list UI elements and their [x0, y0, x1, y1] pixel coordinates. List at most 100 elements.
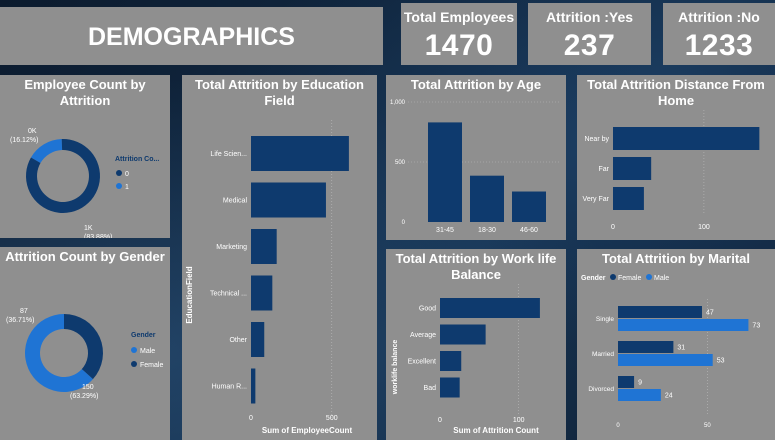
data-label: 53	[717, 358, 725, 365]
y-tick-label: Good	[419, 306, 436, 313]
legend-item-male[interactable]: Male	[140, 348, 155, 355]
employee-count-card[interactable]: Employee Count by Attrition 0 0K (16.12%…	[0, 75, 170, 238]
bar-female[interactable]	[618, 341, 674, 353]
kpi-attrition-yes: Attrition :Yes 237	[528, 3, 651, 65]
legend-swatch-0	[116, 170, 122, 176]
data-label: 47	[706, 310, 714, 317]
legend-swatch-male	[131, 347, 137, 353]
bar-male[interactable]	[618, 354, 713, 366]
education-chart-svg: 0 500 Life Scien... Medical Marketing Technic…	[185, 120, 353, 435]
donut-chart[interactable]	[25, 139, 100, 213]
legend-title: Gender	[581, 275, 606, 282]
y-axis-label: EducationField	[185, 266, 194, 323]
bar[interactable]	[440, 377, 460, 398]
kpi-label: Attrition :No	[678, 9, 760, 25]
y-tick-label: Medical	[223, 198, 248, 205]
y-tick-label: Human R...	[212, 384, 247, 391]
kpi-label: Attrition :Yes	[545, 9, 634, 25]
bar-female[interactable]	[618, 376, 635, 388]
card-title: Employee Count by Attrition	[24, 77, 146, 108]
kpi-value: 1470	[424, 29, 494, 62]
data-label: 31	[677, 345, 685, 352]
y-tick-label: Married	[592, 351, 614, 358]
bar[interactable]	[251, 275, 273, 311]
slice-label-large: 1K (83.88%)	[84, 225, 112, 238]
legend-item-female[interactable]: Female	[618, 275, 641, 282]
bar[interactable]	[440, 298, 540, 318]
data-label: 24	[665, 393, 673, 400]
donut-slice-Female[interactable]	[64, 314, 103, 380]
data-label: 9	[638, 380, 642, 387]
gender-card[interactable]: Attrition Count by Gender 87 (36.71%) 15…	[0, 247, 170, 440]
y-tick-label: 1,000	[390, 100, 406, 106]
card-title: Attrition Count by Gender	[5, 249, 165, 264]
bar[interactable]	[613, 187, 644, 210]
y-tick-label: Average	[410, 332, 436, 339]
legend-title: Attrition Co...	[115, 156, 159, 163]
legend-swatch-female	[610, 274, 616, 280]
worklife-card[interactable]: Total Attrition by Work life Balance 0 10…	[386, 249, 566, 440]
x-tick-label: 46-60	[520, 227, 538, 234]
bar[interactable]	[613, 157, 652, 180]
donut-chart[interactable]	[24, 314, 103, 392]
x-tick-label: 0	[611, 224, 615, 231]
legend-swatch-1	[116, 183, 122, 189]
bar[interactable]	[440, 351, 462, 371]
gender-donut-svg: 87 (36.71%) 150 (63.29%) Gender Male Fem…	[6, 308, 163, 400]
bar[interactable]	[512, 191, 546, 222]
bar[interactable]	[470, 175, 504, 222]
kpi-total-employees: Total Employees 1470	[401, 3, 517, 65]
legend-swatch-male	[646, 274, 652, 280]
y-tick-label: Other	[229, 337, 247, 344]
x-tick-label: 50	[704, 423, 711, 429]
y-tick-label: Divorced	[588, 386, 614, 393]
bar[interactable]	[251, 229, 277, 264]
age-card[interactable]: Total Attrition by Age 0 500 1,000 31-45 18-…	[386, 75, 566, 240]
distance-chart-svg: 0 100 Near by Far Very Far	[583, 110, 760, 231]
y-tick-label: Far	[599, 166, 610, 173]
x-tick-label: 0	[616, 423, 620, 429]
bar-female[interactable]	[618, 306, 702, 318]
bar[interactable]	[440, 324, 486, 345]
donut-slice-Male[interactable]	[24, 314, 93, 392]
y-tick-label: Bad	[424, 385, 437, 392]
legend-item-female[interactable]: Female	[140, 362, 163, 369]
x-tick-label: 500	[326, 415, 338, 422]
kpi-attrition-no: Attrition :No 1233	[663, 3, 775, 65]
bar-male[interactable]	[618, 389, 661, 401]
donut-slice-1[interactable]	[30, 139, 63, 163]
slice-label-small: 87 (36.71%)	[6, 308, 34, 324]
slice-label-large: 150 (63.29%)	[70, 384, 98, 400]
distance-card[interactable]: Total Attrition Distance From Home 0 100 N…	[577, 75, 775, 240]
card-title: Total Attrition by Education Field	[195, 77, 364, 108]
x-tick-label: 100	[513, 417, 525, 424]
x-tick-label: 0	[438, 417, 442, 424]
bar[interactable]	[251, 322, 265, 357]
bar[interactable]	[251, 368, 256, 404]
marital-bars: 0 50 47 73 Single 31 53 Married 9 24 Divorced	[588, 299, 760, 429]
worklife-bars: 0 100 Good Average Excellent Bad	[408, 284, 540, 424]
x-tick-label: 0	[249, 415, 253, 422]
bar[interactable]	[251, 182, 326, 218]
y-tick-label: Single	[596, 316, 614, 323]
donut-slice-0[interactable]	[25, 139, 100, 213]
bar[interactable]	[613, 127, 760, 150]
y-tick-label: 0	[402, 220, 406, 226]
legend-item-male[interactable]: Male	[654, 275, 669, 282]
marital-card[interactable]: Total Attrition by Marital Gender Female…	[577, 249, 775, 440]
x-tick-label: 100	[698, 224, 710, 231]
y-tick-label: Excellent	[408, 359, 436, 366]
card-title: Total Attrition by Work life Balance	[395, 251, 557, 282]
card-title: Total Attrition Distance From Home	[587, 77, 765, 108]
kpi-label: Total Employees	[403, 9, 515, 25]
x-axis-label: Sum of EmployeeCount	[262, 426, 353, 435]
education-card[interactable]: Total Attrition by Education Field 0 500 L…	[182, 75, 377, 440]
bar[interactable]	[428, 122, 462, 222]
x-tick-label: 31-45	[436, 227, 454, 234]
legend-item-1[interactable]: 1	[125, 184, 129, 191]
bar-male[interactable]	[618, 319, 749, 331]
card-title: Total Attrition by Age	[410, 77, 542, 92]
bar[interactable]	[251, 136, 349, 171]
y-tick-label: Life Scien...	[210, 151, 247, 158]
legend-item-0[interactable]: 0	[125, 171, 129, 178]
